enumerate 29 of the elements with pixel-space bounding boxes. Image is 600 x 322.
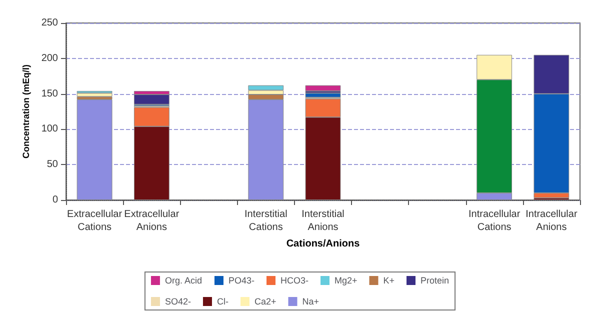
x-tick-label: Intracellular Cations <box>468 209 521 233</box>
x-tick-label: Intracellular Anions <box>526 209 578 233</box>
legend-label: Cl- <box>216 296 228 306</box>
legend-label: Mg2+ <box>334 276 358 286</box>
legend-label: Org. Acid <box>164 276 202 286</box>
legend-label: Ca2+ <box>254 296 276 306</box>
bar <box>305 85 341 91</box>
y-tick-label: 100 <box>41 124 58 135</box>
y-axis-title: Concentration (mEq/l) <box>20 64 31 158</box>
legend-label: PO43- <box>228 276 254 286</box>
bar <box>248 85 284 90</box>
y-tick-label: 200 <box>41 52 58 64</box>
x-tick-label: Extracellular Anions <box>124 209 180 233</box>
y-tick-label: 50 <box>46 159 58 170</box>
bar <box>134 94 170 104</box>
legend-label: K+ <box>383 276 395 286</box>
y-tick-label: 150 <box>41 88 58 100</box>
legend-label: Protein <box>420 276 450 286</box>
legend-label: SO42- <box>164 296 191 306</box>
bar <box>76 93 112 97</box>
x-axis-title: Cations/Anions <box>286 238 360 250</box>
legend-label: Na+ <box>302 296 320 306</box>
x-tick-label: Interstitial Cations <box>244 209 288 233</box>
y-tick-label: 250 <box>41 18 58 28</box>
y-tick-label: 0 <box>52 194 58 206</box>
x-tick-label: Extracellular Cations <box>67 209 123 233</box>
x-tick-label: Interstitial Anions <box>302 209 344 233</box>
legend-label: HCO3- <box>280 276 309 286</box>
bar <box>76 99 112 200</box>
